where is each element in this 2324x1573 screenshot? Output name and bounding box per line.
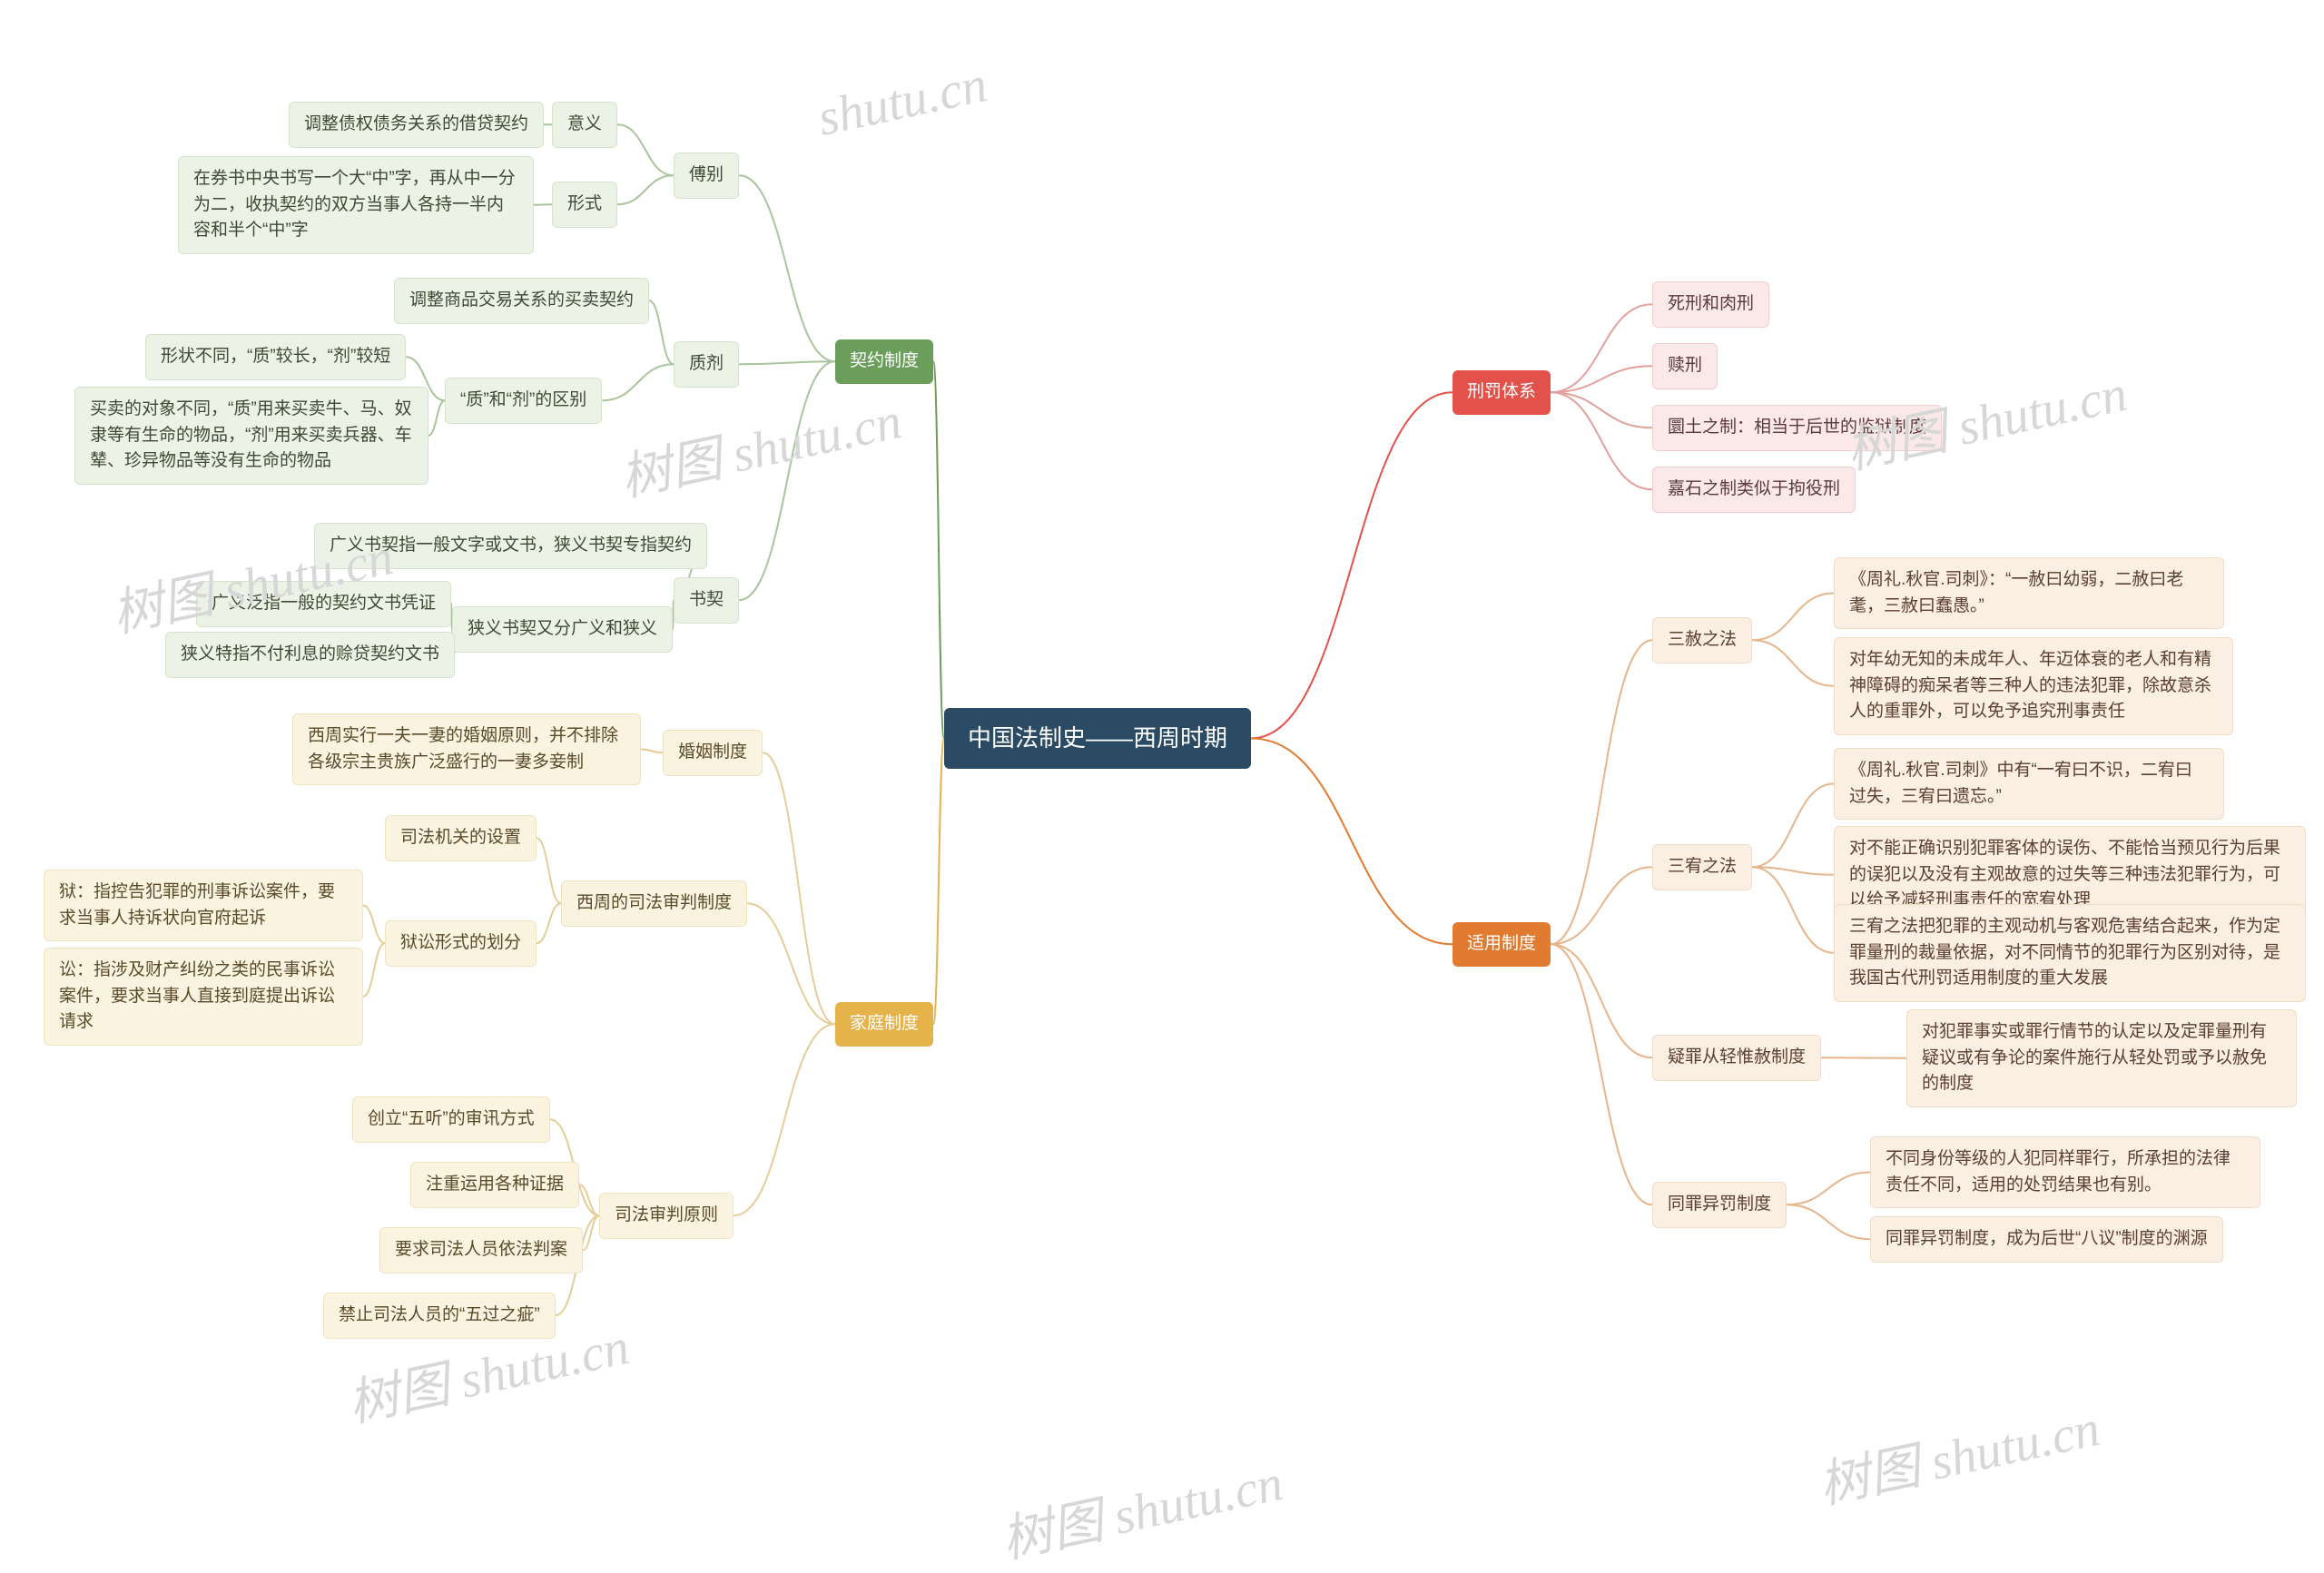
- leaf-f1: 婚姻制度: [663, 730, 763, 776]
- watermark: 树图 shutu.cn: [994, 1441, 1288, 1573]
- leaf-a4: 同罪异罚制度: [1652, 1182, 1787, 1228]
- leaf-c1a: 意义: [552, 102, 617, 148]
- watermark: shutu.cn: [812, 55, 991, 148]
- leaf-f3b: 注重运用各种证据: [410, 1162, 579, 1208]
- leaf-f3a: 创立“五听”的审讯方式: [352, 1096, 550, 1143]
- leaf-c1b: 形式: [552, 182, 617, 228]
- leaf-a1a: 《周礼.秋官.司刺》：“一赦曰幼弱，二赦曰老耄，三赦曰蠢愚。”: [1834, 557, 2224, 629]
- leaf-c1a1: 调整债权债务关系的借贷契约: [289, 102, 544, 148]
- leaf-a1b: 对年幼无知的未成年人、年迈体衰的老人和有精神障碍的痴呆者等三种人的违法犯罪，除故…: [1834, 637, 2233, 735]
- leaf-a2: 三宥之法: [1652, 844, 1752, 890]
- watermark: 树图 shutu.cn: [613, 379, 907, 511]
- leaf-p3: 圜土之制：相当于后世的监狱制度: [1652, 405, 1942, 451]
- leaf-c2a: 调整商品交易关系的买卖契约: [394, 278, 649, 324]
- leaf-a4b: 同罪异罚制度，成为后世“八议”制度的渊源: [1870, 1216, 2223, 1263]
- leaf-f3: 司法审判原则: [599, 1193, 734, 1239]
- leaf-c2b2: 买卖的对象不同，“质”用来买卖牛、马、奴隶等有生命的物品，“剂”用来买卖兵器、车…: [74, 387, 428, 485]
- branch-contract: 契约制度: [835, 339, 933, 384]
- leaf-c3b2: 狭义特指不付利息的赊贷契约文书: [165, 632, 455, 678]
- leaf-p2: 赎刑: [1652, 343, 1718, 389]
- leaf-p1: 死刑和肉刑: [1652, 281, 1769, 328]
- leaf-f2b2: 讼：指涉及财产纠纷之类的民事诉讼案件，要求当事人直接到庭提出诉讼请求: [44, 948, 363, 1046]
- branch-penalty: 刑罚体系: [1452, 370, 1551, 415]
- leaf-a3: 疑罪从轻惟赦制度: [1652, 1035, 1821, 1081]
- leaf-f2b1: 狱：指控告犯罪的刑事诉讼案件，要求当事人持诉状向官府起诉: [44, 870, 363, 941]
- leaf-a2a: 《周礼.秋官.司刺》中有“一宥曰不识，二宥曰过失，三宥曰遗忘。”: [1834, 748, 2224, 820]
- watermark: 树图 shutu.cn: [1811, 1387, 2105, 1519]
- leaf-f2: 西周的司法审判制度: [561, 880, 747, 927]
- branch-apply: 适用制度: [1452, 922, 1551, 967]
- leaf-c2b1: 形状不同，“质”较长，“剂”较短: [145, 334, 406, 380]
- leaf-a2c: 三宥之法把犯罪的主观动机与客观危害结合起来，作为定罪量刑的裁量依据，对不同情节的…: [1834, 904, 2306, 1002]
- leaf-p4: 嘉石之制类似于拘役刑: [1652, 467, 1856, 513]
- leaf-a3a: 对犯罪事实或罪行情节的认定以及定罪量刑有疑议或有争论的案件施行从轻处罚或予以赦免…: [1906, 1009, 2297, 1107]
- leaf-c1: 傅别: [674, 152, 739, 199]
- leaf-f3d: 禁止司法人员的“五过之疵”: [323, 1293, 556, 1339]
- leaf-c1b1: 在券书中央书写一个大“中”字，再从中一分为二，收执契约的双方当事人各持一半内容和…: [178, 156, 534, 254]
- leaf-f2b: 狱讼形式的划分: [385, 920, 537, 967]
- leaf-c2: 质剂: [674, 341, 739, 388]
- leaf-f3c: 要求司法人员依法判案: [379, 1227, 583, 1273]
- leaf-c3a: 广义书契指一般文字或文书，狭义书契专指契约: [314, 523, 707, 569]
- leaf-f1a: 西周实行一夫一妻的婚姻原则，并不排除各级宗主贵族广泛盛行的一妻多妾制: [292, 713, 641, 785]
- leaf-c3b: 狭义书契又分广义和狭义: [452, 606, 673, 653]
- leaf-c2b: “质”和“剂”的区别: [445, 378, 602, 424]
- root-node: 中国法制史——西周时期: [944, 708, 1251, 769]
- leaf-a4a: 不同身份等级的人犯同样罪行，所承担的法律责任不同，适用的处罚结果也有别。: [1870, 1136, 2260, 1208]
- branch-family: 家庭制度: [835, 1002, 933, 1047]
- leaf-c3b1: 广义泛指一般的契约文书凭证: [196, 581, 451, 627]
- leaf-c3: 书契: [674, 577, 739, 624]
- leaf-a1: 三赦之法: [1652, 617, 1752, 664]
- leaf-f2a: 司法机关的设置: [385, 815, 537, 861]
